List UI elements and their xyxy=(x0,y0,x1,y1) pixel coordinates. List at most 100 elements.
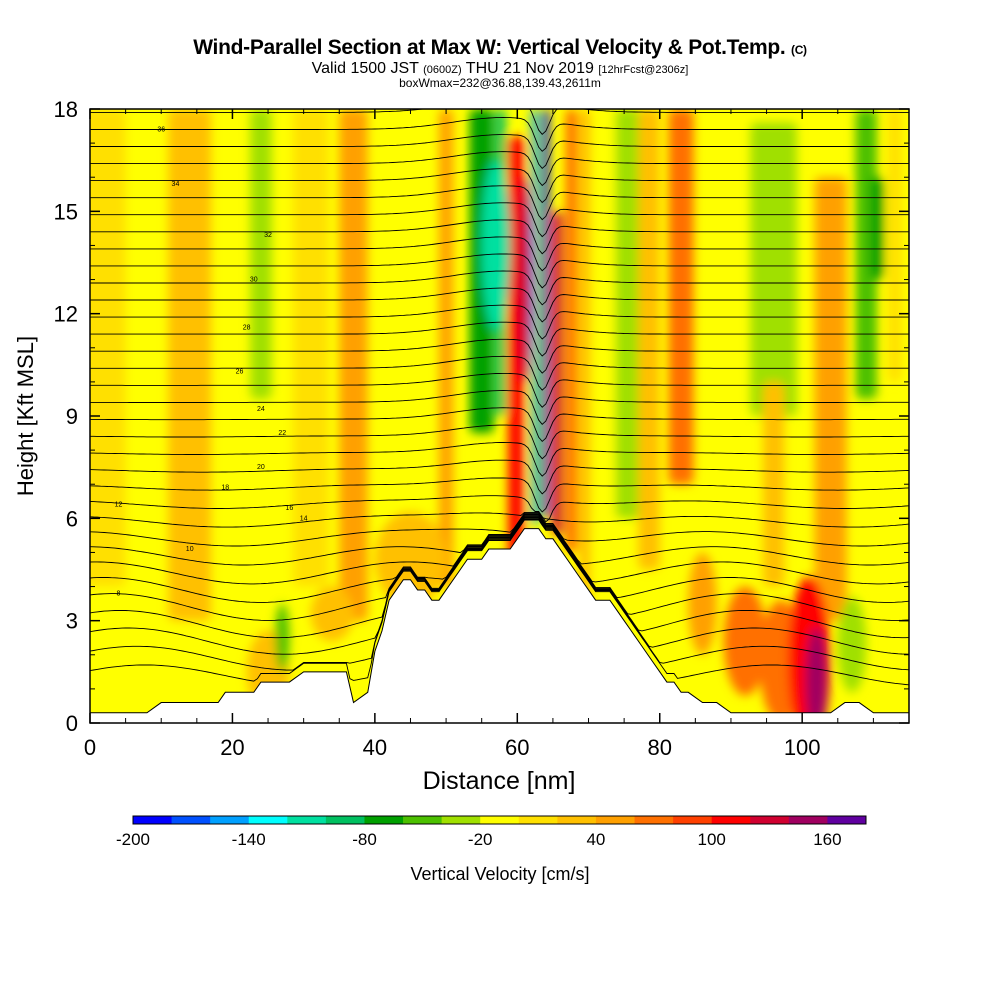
velocity-band xyxy=(579,109,591,628)
x-tick-label: 60 xyxy=(505,735,529,760)
colorbar-swatch xyxy=(595,816,635,824)
velocity-cell xyxy=(517,177,532,382)
y-tick-label: 18 xyxy=(54,97,78,122)
velocity-band xyxy=(250,109,272,399)
velocity-band xyxy=(410,109,425,580)
theta-contour xyxy=(90,518,909,671)
theta-contour xyxy=(90,516,909,621)
theta-label: 34 xyxy=(172,181,180,188)
colorbar-swatch xyxy=(364,816,404,824)
velocity-cell xyxy=(837,596,867,693)
theta-label: 32 xyxy=(264,232,272,239)
theta-contour xyxy=(90,185,909,221)
theta-contour xyxy=(90,109,909,135)
x-axis-label: Distance [nm] xyxy=(423,767,576,795)
terrain-mask xyxy=(90,528,909,723)
theta-label: 28 xyxy=(243,324,251,331)
colorbar-swatch xyxy=(287,816,327,824)
velocity-band xyxy=(565,109,578,553)
x-tick-label: 80 xyxy=(647,735,671,760)
colorbar-tick-label: 160 xyxy=(813,830,841,849)
theta-contour xyxy=(90,407,909,443)
theta-contour xyxy=(90,390,909,425)
theta-label: 26 xyxy=(236,369,244,376)
theta-label: 14 xyxy=(300,515,308,522)
theta-contour xyxy=(90,477,909,513)
x-tick-label: 20 xyxy=(220,735,244,760)
theta-contour xyxy=(90,515,909,603)
colorbar-swatch xyxy=(557,816,597,824)
subtitle-small-2: [12hrFcst@2306z] xyxy=(598,64,689,76)
theta-label: 36 xyxy=(157,126,165,133)
velocity-band xyxy=(593,109,619,587)
x-tick-label: 0 xyxy=(84,735,96,760)
velocity-band xyxy=(615,109,641,519)
velocity-band xyxy=(339,109,368,621)
colorbar-tick-label: -200 xyxy=(116,830,150,849)
theta-label: 10 xyxy=(186,546,194,553)
theta-contour xyxy=(90,338,909,374)
subtitle-mid: THU 21 Nov 2019 xyxy=(465,60,594,77)
theta-contour xyxy=(90,517,909,639)
colorbar-frame xyxy=(132,815,867,825)
velocity-band xyxy=(542,109,549,519)
velocity-band xyxy=(887,109,902,382)
subtitle-main: Valid 1500 JST xyxy=(311,60,419,77)
title-text: Wind-Parallel Section at Max W: Vertical… xyxy=(193,36,786,59)
colorbar-tick-label: -20 xyxy=(468,830,493,849)
colorbar-swatch xyxy=(248,816,288,824)
velocity-band xyxy=(90,109,126,587)
colorbar-swatch xyxy=(325,816,365,824)
y-tick-label: 3 xyxy=(66,609,78,634)
theta-label: 8 xyxy=(117,590,121,597)
y-tick-label: 12 xyxy=(54,302,78,327)
plot-area: 8 10 12 14 16 18 20 22 24 26 28 30 32 34 36 xyxy=(90,109,909,723)
colorbar-swatch xyxy=(403,816,443,824)
theta-contour xyxy=(90,495,909,523)
theta-contour xyxy=(90,519,909,686)
theta-contour xyxy=(90,236,909,272)
velocity-field xyxy=(90,109,902,723)
colorbar-swatch xyxy=(827,816,867,824)
theta-label: 24 xyxy=(257,406,265,413)
colorbar-swatch xyxy=(750,816,790,824)
theta-contour xyxy=(90,459,909,495)
colorbar-swatch xyxy=(441,816,481,824)
y-tick-label: 9 xyxy=(66,404,78,429)
theta-contour xyxy=(90,355,909,391)
theta-contour xyxy=(90,202,909,238)
theta-label: 18 xyxy=(221,485,229,492)
velocity-band xyxy=(750,122,797,417)
theta-contour xyxy=(90,117,909,152)
theta-contour xyxy=(90,372,909,408)
theta-contour xyxy=(90,134,909,170)
theta-contour xyxy=(90,517,909,655)
colorbar-swatch xyxy=(711,816,751,824)
colorbar-swatch xyxy=(518,816,558,824)
colorbar-swatch xyxy=(673,816,713,824)
x-tick-label: 40 xyxy=(363,735,387,760)
velocity-band xyxy=(763,381,785,587)
theta-contour xyxy=(90,253,909,289)
colorbar-tick-label: -140 xyxy=(232,830,266,849)
theta-label: 22 xyxy=(278,430,286,437)
theta-contour xyxy=(90,512,909,547)
colorbar-swatch xyxy=(133,816,172,824)
colorbar-tick-label: 40 xyxy=(586,830,605,849)
velocity-band xyxy=(292,109,329,587)
theta-contour xyxy=(90,513,909,566)
velocity-band xyxy=(552,211,563,536)
colorbar-label: Vertical Velocity [cm/s] xyxy=(410,864,589,884)
theta-contour xyxy=(90,168,909,204)
velocity-cell xyxy=(723,586,767,696)
y-tick-label: 0 xyxy=(66,711,78,736)
colorbar-swatch xyxy=(210,816,250,824)
velocity-band xyxy=(438,109,454,587)
colorbar-swatch xyxy=(171,816,211,824)
velocity-cell xyxy=(688,552,717,655)
colorbar: -200 -140 -80 -20 40 100 160 xyxy=(116,815,867,849)
theta-contour xyxy=(90,270,909,306)
theta-contour xyxy=(90,287,909,323)
